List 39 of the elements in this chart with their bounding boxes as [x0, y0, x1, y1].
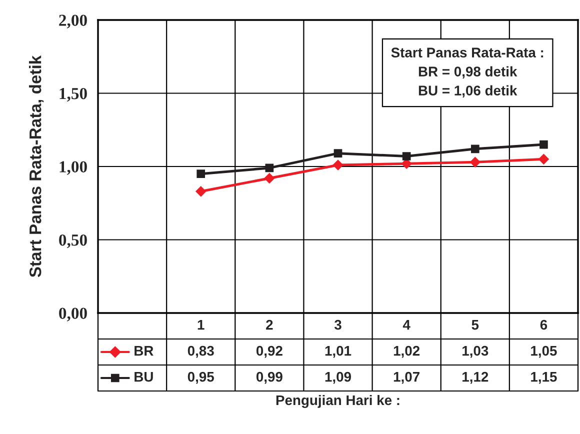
- data-label: 1,05: [531, 346, 557, 358]
- legend-label: BU: [134, 372, 153, 382]
- data-label: 0,99: [256, 372, 282, 384]
- point: [470, 144, 480, 154]
- point: [264, 173, 275, 184]
- data-label: 0,95: [188, 372, 214, 384]
- data-label: 0,83: [188, 346, 214, 358]
- x-tick-label: 6: [540, 320, 548, 330]
- data-label: 1,02: [394, 346, 420, 358]
- annotation: Start Panas Rata-Rata : BR = 0,98 detik BU = 1,06 detik: [391, 48, 544, 98]
- x-tick-label: 4: [402, 320, 410, 330]
- point: [332, 160, 344, 170]
- data-label: 1,15: [531, 372, 557, 384]
- point: [334, 149, 342, 158]
- data-label: 1,01: [325, 346, 352, 358]
- point: [196, 170, 206, 178]
- data-label: 1,07: [394, 372, 420, 384]
- point: [402, 152, 411, 160]
- legend-label: BR: [134, 346, 154, 356]
- y-tick-label: 1,50: [60, 88, 87, 102]
- point: [265, 164, 274, 172]
- data-label: 0,92: [256, 346, 282, 358]
- point: [540, 140, 548, 149]
- point: [470, 156, 480, 168]
- point: [538, 154, 549, 164]
- y-tick-label: 2,00: [59, 14, 87, 28]
- data-label: 1,03: [462, 346, 488, 358]
- y-tick-label: 0,00: [59, 308, 87, 322]
- x-tick-label: 5: [472, 320, 479, 330]
- y-tick-label: 0,50: [59, 234, 87, 248]
- data-label: 1,12: [462, 372, 488, 384]
- y-axis-title: Start Panas Rata-Rata, detik: [28, 55, 44, 278]
- x-tick-label: 3: [334, 320, 342, 330]
- x-tick-label: 2: [266, 320, 273, 330]
- point: [196, 186, 206, 197]
- data-label: 1,09: [325, 372, 351, 384]
- x-tick-label: 1: [198, 320, 204, 330]
- x-axis-title: Pengujian Hari ke :: [276, 394, 400, 408]
- y-tick-label: 1,00: [60, 161, 87, 175]
